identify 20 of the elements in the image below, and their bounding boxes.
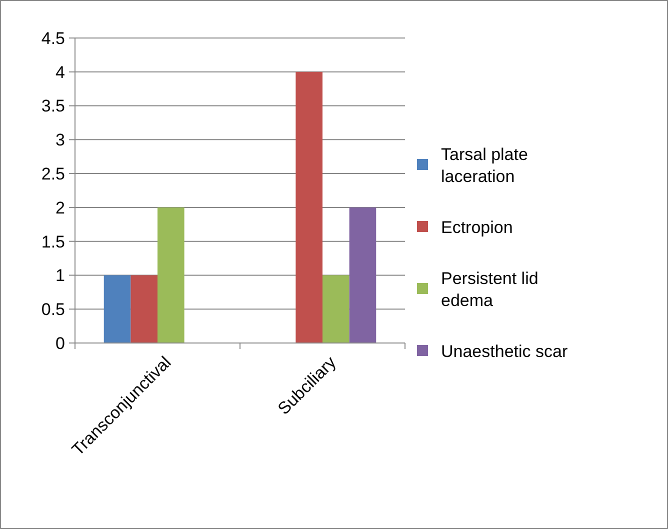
- y-tick-label: 0: [56, 334, 65, 353]
- legend-label: Tarsal plate laceration: [441, 144, 528, 186]
- bar: [349, 207, 376, 343]
- legend-label: Unaesthetic scar: [441, 342, 568, 361]
- legend-label: Persistent lid edema: [441, 268, 538, 310]
- y-tick-label: 0.5: [41, 300, 65, 320]
- bar: [322, 275, 350, 343]
- bar: [296, 72, 322, 343]
- y-tick-label: 1: [56, 266, 65, 286]
- y-tick-label: 4.5: [41, 28, 65, 48]
- y-tick-label: 3.5: [41, 96, 65, 116]
- bar: [130, 275, 158, 343]
- y-tick-label: 1.5: [41, 232, 65, 252]
- y-tick-label: 3: [56, 130, 65, 150]
- bar: [158, 207, 184, 343]
- y-tick-label: 4: [56, 62, 65, 82]
- y-tick-label: 2.5: [41, 164, 65, 184]
- y-tick-label: 2: [56, 198, 65, 218]
- bar: [104, 275, 131, 343]
- legend-label: Ectropion: [441, 218, 513, 237]
